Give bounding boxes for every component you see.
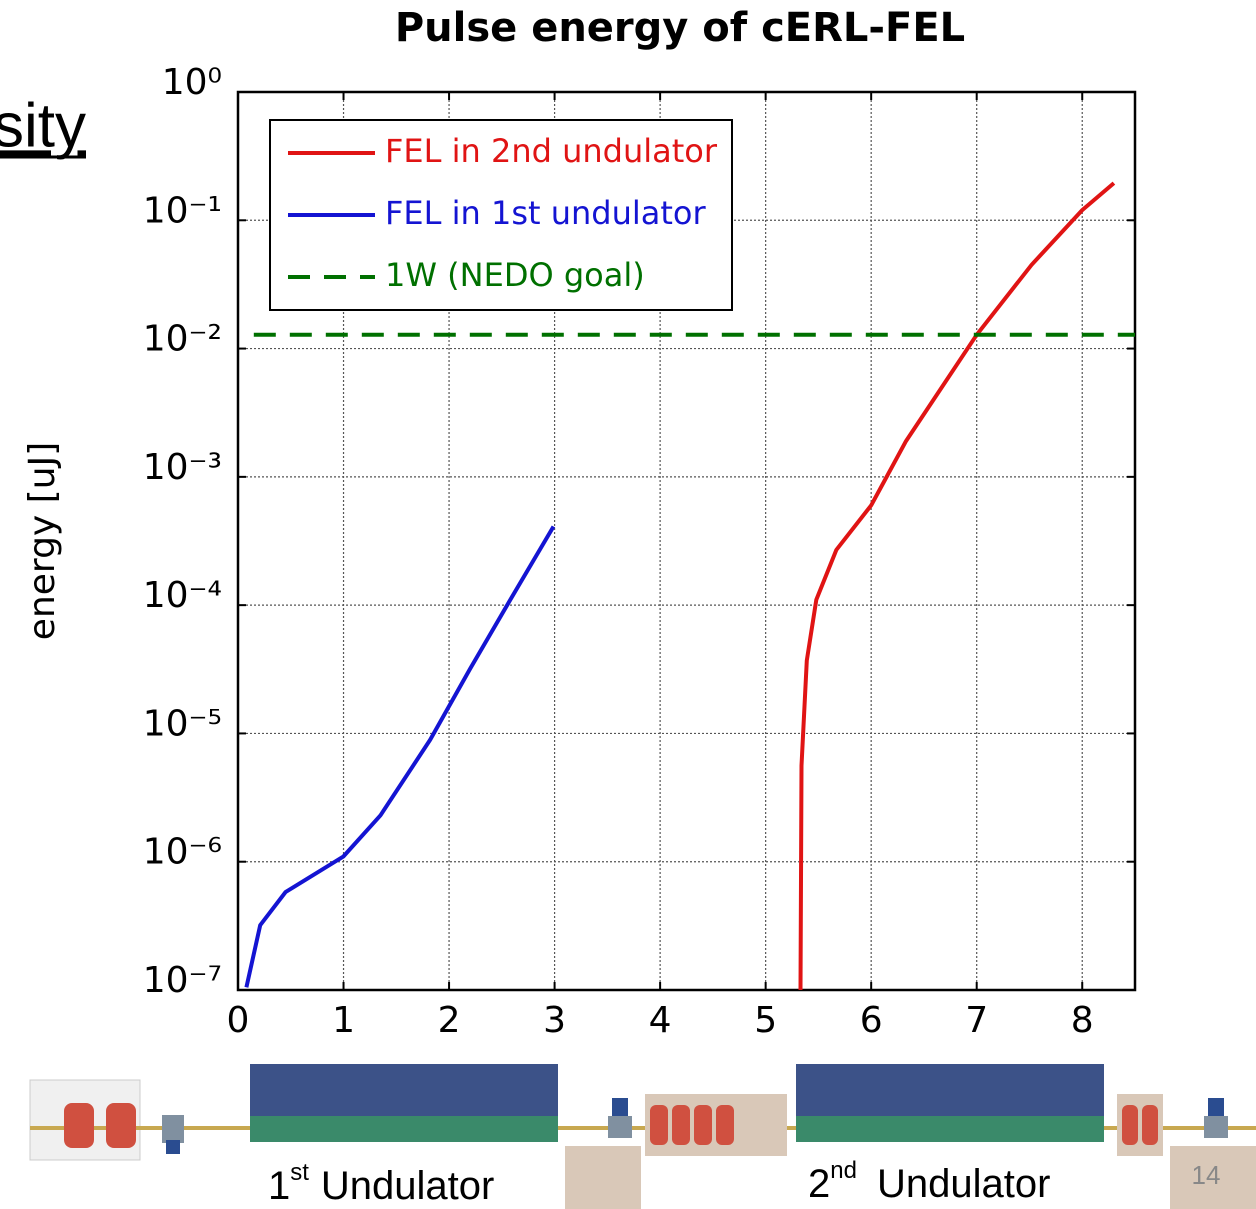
monitor-top [1208, 1098, 1224, 1116]
y-tick-label: 10⁻³ [143, 447, 222, 488]
monitor [162, 1115, 184, 1143]
quadrupole [716, 1105, 734, 1145]
y-axis-label: energy [uJ] [22, 442, 63, 640]
undulator-bottom [250, 1116, 558, 1142]
label-number: 1 [268, 1164, 290, 1208]
y-tick-label: 10⁻¹ [143, 190, 222, 231]
y-tick-label: 10⁻² [143, 319, 222, 360]
y-tick-label: 10⁻⁷ [143, 960, 222, 1001]
undulator-label: 2nd Undulator [808, 1157, 1050, 1205]
plot: 0 1 2 3 4 5 6 7 8 10⁰ 10⁻¹ 10⁻² 10⁻³ 10⁻⁴ 10⁻⁵ 10⁻⁶ 10⁻⁷… [143, 62, 1137, 1041]
label-suffix: st [290, 1159, 309, 1186]
quadrupole [1122, 1105, 1138, 1145]
x-tick-label: 6 [860, 1000, 883, 1041]
y-tick-label: 10⁻⁶ [143, 832, 222, 873]
label-number: 2 [808, 1162, 830, 1206]
quadrupole [694, 1105, 712, 1145]
x-tick-label: 7 [965, 1000, 988, 1041]
x-tick-label: 8 [1071, 1000, 1094, 1041]
x-tick-label: 2 [438, 1000, 461, 1041]
legend-label: FEL in 2nd undulator [385, 132, 718, 170]
plot-frame [236, 90, 1137, 992]
page-number-box [1170, 1146, 1256, 1209]
series-line [798, 181, 1116, 991]
legend-label: 1W (NEDO goal) [385, 256, 645, 294]
label-suffix: nd [830, 1157, 857, 1184]
legend-label: FEL in 1st undulator [385, 194, 707, 232]
chart-title: Pulse energy of cERL-FEL [395, 5, 965, 51]
label-text: Undulator [877, 1162, 1050, 1206]
undulator-top [796, 1064, 1104, 1116]
monitor [1204, 1116, 1228, 1138]
y-tick-label: 10⁻⁵ [143, 703, 222, 744]
y-tick-label: 10⁻⁴ [143, 575, 222, 616]
x-tick-label: 0 [227, 1000, 250, 1041]
quadrupole [672, 1105, 690, 1145]
x-tick-label: 1 [332, 1000, 355, 1041]
monitor-top [612, 1098, 628, 1116]
label-text: Undulator [321, 1164, 494, 1208]
quadrupole [1142, 1105, 1158, 1145]
quadrupole [106, 1103, 136, 1148]
quadrupole [650, 1105, 668, 1145]
monitor-base [166, 1140, 180, 1154]
beamline-diagram [29, 1064, 1256, 1209]
x-tick-label: 4 [649, 1000, 672, 1041]
x-tick-label: 5 [754, 1000, 777, 1041]
monitor [608, 1116, 632, 1138]
undulator-top [250, 1064, 558, 1116]
series-line [244, 525, 556, 988]
undulator-label: 1st Undulator [268, 1159, 494, 1207]
slide-title: sity [0, 91, 86, 160]
page-number: 14 [1192, 1160, 1221, 1190]
undulator-bottom [796, 1116, 1104, 1142]
quadrupole [64, 1103, 94, 1148]
y-tick-label: 10⁰ [162, 62, 222, 103]
x-tick-label: 3 [543, 1000, 566, 1041]
panel [565, 1146, 641, 1209]
